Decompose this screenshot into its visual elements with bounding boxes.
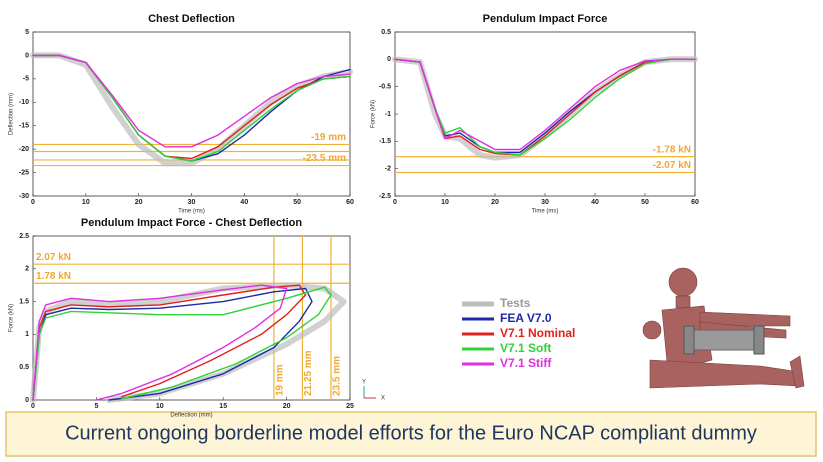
x-tick-label: 20 bbox=[491, 199, 499, 206]
data-line bbox=[30, 282, 347, 403]
y-tick-label: -15 bbox=[19, 123, 29, 130]
plot-area bbox=[32, 31, 351, 197]
chart: Pendulum Impact Force - Chest Deflection… bbox=[9, 217, 354, 419]
caption: Current ongoing borderline model efforts… bbox=[65, 422, 757, 444]
x-tick-label: 40 bbox=[240, 199, 248, 206]
data-line bbox=[30, 52, 353, 167]
chart-title: Chest Deflection bbox=[148, 13, 235, 25]
x-tick-label: 5 bbox=[94, 403, 98, 410]
x-tick-label: 0 bbox=[31, 199, 35, 206]
reference-label: 19 mm bbox=[275, 364, 286, 396]
y-tick-label: -2.5 bbox=[379, 193, 391, 200]
reference-label: 23.5 mm bbox=[332, 356, 343, 396]
x-tick-label: 0 bbox=[393, 199, 397, 206]
legend-label: FEA V7.0 bbox=[500, 311, 552, 325]
y-tick-label: 0 bbox=[25, 52, 29, 59]
chart-title: Pendulum Impact Force - Chest Deflection bbox=[81, 217, 303, 229]
data-line bbox=[32, 54, 351, 148]
y-tick-label: -1.5 bbox=[379, 138, 391, 145]
axis-triad: Y X bbox=[362, 380, 385, 402]
y-tick-label: 0 bbox=[25, 397, 29, 404]
x-tick-label: 30 bbox=[541, 199, 549, 206]
plot-area bbox=[32, 235, 351, 401]
reference-label: 2.07 kN bbox=[36, 252, 71, 263]
x-tick-label: 50 bbox=[293, 199, 301, 206]
x-tick-label: 10 bbox=[82, 199, 90, 206]
x-tick-label: 10 bbox=[156, 403, 164, 410]
y-tick-label: 0.5 bbox=[381, 29, 391, 36]
chart-title: Pendulum Impact Force bbox=[483, 13, 608, 25]
reference-label: 21.25 mm bbox=[303, 350, 314, 396]
y-axis-label: Force (kN) bbox=[371, 100, 377, 128]
y-tick-label: -2 bbox=[385, 166, 391, 173]
y-tick-label: -30 bbox=[19, 193, 29, 200]
y-tick-label: 0 bbox=[387, 56, 391, 63]
x-tick-label: 40 bbox=[591, 199, 599, 206]
legend-label: Tests bbox=[500, 296, 531, 310]
chart: Chest Deflection Time (ms) Deflection (mm)… bbox=[9, 13, 354, 215]
y-tick-label: 1.5 bbox=[19, 298, 29, 305]
y-axis-label: Deflection (mm) bbox=[9, 93, 15, 135]
y-tick-label: 2.5 bbox=[19, 233, 29, 240]
y-tick-label: -20 bbox=[19, 146, 29, 153]
legend-label: V7.1 Soft bbox=[500, 341, 551, 355]
x-tick-label: 0 bbox=[31, 403, 35, 410]
chart: Pendulum Impact Force Time (ms) Force (kN)… bbox=[371, 13, 699, 215]
x-tick-label: 10 bbox=[441, 199, 449, 206]
x-tick-label: 15 bbox=[219, 403, 227, 410]
y-tick-label: -5 bbox=[23, 76, 29, 83]
y-tick-label: 0.5 bbox=[19, 364, 29, 371]
y-tick-label: 5 bbox=[25, 29, 29, 36]
x-axis-label: Deflection (mm) bbox=[170, 413, 212, 419]
data-line bbox=[394, 58, 696, 151]
y-axis-label: Force (kN) bbox=[9, 304, 15, 332]
dummy-figure bbox=[642, 267, 805, 389]
x-tick-label: 20 bbox=[283, 403, 291, 410]
data-line bbox=[32, 284, 288, 401]
y-tick-label: -1 bbox=[385, 111, 391, 118]
legend-label: V7.1 Nominal bbox=[500, 326, 575, 340]
y-tick-label: 1 bbox=[25, 331, 29, 338]
triad-y: Y bbox=[362, 380, 366, 386]
x-axis-label: Time (ms) bbox=[532, 209, 559, 215]
reference-label: -1.78 kN bbox=[653, 144, 691, 155]
legend-label: V7.1 Stiff bbox=[500, 356, 552, 370]
x-axis-label: Time (ms) bbox=[178, 209, 205, 215]
x-tick-label: 30 bbox=[188, 199, 196, 206]
pendulum bbox=[683, 325, 765, 355]
reference-label: -2.07 kN bbox=[653, 160, 691, 171]
reference-label: -23.5 mm bbox=[303, 153, 346, 164]
data-line bbox=[32, 286, 332, 401]
x-tick-label: 50 bbox=[641, 199, 649, 206]
x-tick-label: 20 bbox=[135, 199, 143, 206]
reference-label: -19 mm bbox=[311, 132, 346, 143]
y-tick-label: 2 bbox=[25, 266, 29, 273]
x-tick-label: 25 bbox=[346, 403, 354, 410]
caption-box bbox=[5, 411, 817, 457]
x-tick-label: 60 bbox=[346, 199, 354, 206]
y-tick-label: -0.5 bbox=[379, 84, 391, 91]
y-tick-label: -25 bbox=[19, 169, 29, 176]
reference-label: 1.78 kN bbox=[36, 271, 71, 282]
x-tick-label: 60 bbox=[691, 199, 699, 206]
triad-x: X bbox=[381, 396, 385, 402]
y-tick-label: -10 bbox=[19, 99, 29, 106]
plot-area bbox=[394, 31, 696, 197]
data-line bbox=[32, 287, 313, 401]
